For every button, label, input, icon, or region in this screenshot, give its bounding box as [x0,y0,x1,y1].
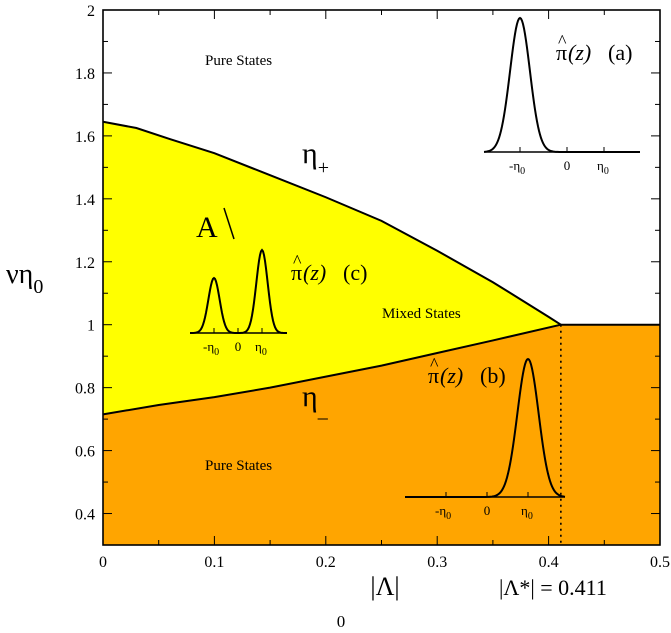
mixed-region [103,121,561,415]
pi-label-b: ^π (z) (b) [428,354,506,388]
pi-label-b-arg: (z) [440,363,463,388]
chart-lines [102,120,660,545]
x-tick-label: 0.4 [539,554,559,571]
y-tick-label: 0.4 [75,507,95,524]
inset-a: -η0 0 η0 [483,16,640,177]
region-a-slash [223,207,235,240]
pure-states-bottom-label: Pure States [205,458,272,474]
x-tick-label: 0 [99,554,107,571]
y-tick-label: 1 [87,318,95,335]
inset-c: -η0 0 η0 [190,248,288,358]
eta-minus-line [102,323,562,416]
inset-b: -η0 0 η0 [405,357,566,522]
y-tick-label: 1.2 [75,255,95,272]
eta-minus-label: η_ [302,380,329,422]
insets: -η0 0 η0 -η0 0 η0 -η0 0 η0 [190,16,640,522]
chart-regions [103,121,660,545]
inset-b-tick-plus: η0 [521,503,533,522]
pi-label-a-tag: (a) [608,40,632,65]
x-tick-label: 0.1 [204,554,224,571]
inset-c-tick-plus: η0 [255,339,267,358]
x-tick-label: 0.5 [650,554,670,571]
inset-b-tick-minus: -η0 [435,503,451,522]
inset-b-curve [405,357,566,498]
pi-label-a: ^π (z) (a) [556,31,632,65]
lower-region [103,324,660,545]
x-tick-label: 0.2 [316,554,336,571]
pi-label-b-hat: ^ [430,354,439,374]
eta-plus-label: η+ [302,137,329,179]
inset-a-curve [483,16,640,153]
inset-c-tick-zero: 0 [235,339,242,354]
pi-label-b-symbol: π [428,363,439,388]
inset-a-tick-zero: 0 [564,158,571,173]
mixed-states-label: Mixed States [382,306,461,322]
y-tick-label: 0.8 [75,381,95,398]
eta-plus-line [102,120,562,326]
y-tick-label: 0.6 [75,444,95,461]
x-axis-label-subscript: 0 [337,612,346,631]
pi-label-c: ^π (z) (c) [291,251,367,285]
pi-label-c-tag: (c) [343,260,367,285]
chart-labels: |Λ| 0 νη0 |Λ*| = 0.411 Pure States Pure State… [6,31,632,631]
inset-a-tick-plus: η0 [597,158,609,177]
y-tick-label: 1.8 [75,66,95,83]
critical-value-label: |Λ*| = 0.411 [499,575,607,600]
pi-label-b-tag: (b) [480,363,506,388]
inset-c-tick-minus: -η0 [203,339,219,358]
y-axis-label: νη0 [6,259,43,298]
region-a-label: A [196,211,218,244]
pure-states-top-label: Pure States [205,53,272,69]
pi-label-a-symbol: π [556,40,567,65]
x-axis-label: |Λ| [370,572,399,601]
x-tick-label: 0.3 [427,554,447,571]
pi-label-a-hat: ^ [558,31,567,51]
axis-ticks: 0 0.1 0.2 0.3 0.4 0.5 0.4 0.6 0.8 1 1.2 1.4 1.6 1.8 2 [75,3,670,571]
pi-label-c-symbol: π [291,260,302,285]
inset-a-tick-minus: -η0 [509,158,525,177]
y-tick-label: 2 [87,3,95,20]
y-tick-label: 1.6 [75,129,95,146]
y-tick-label: 1.4 [75,192,95,209]
pi-label-c-hat: ^ [293,251,302,271]
inset-b-tick-zero: 0 [484,503,491,518]
pi-label-c-arg: (z) [303,260,326,285]
pi-label-a-arg: (z) [568,40,591,65]
